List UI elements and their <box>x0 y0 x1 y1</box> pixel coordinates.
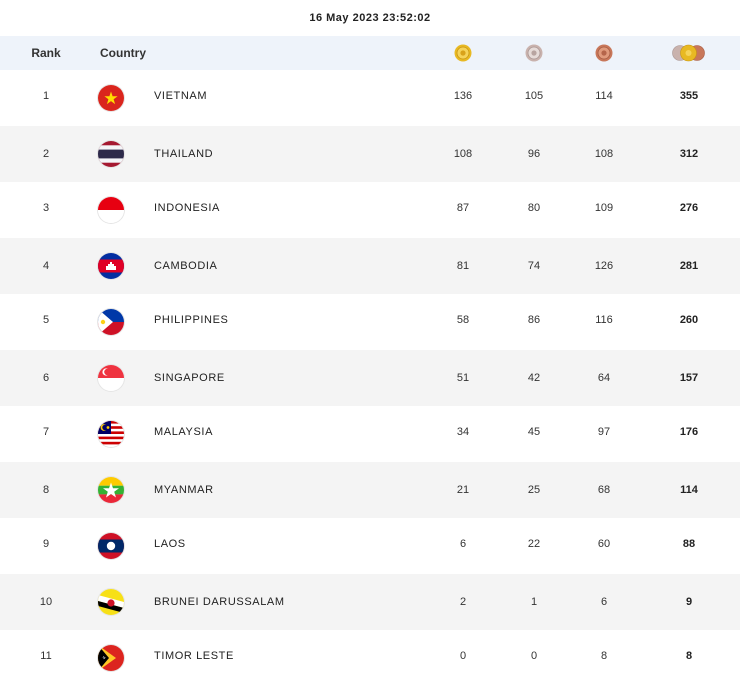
country-name[interactable]: SINGAPORE <box>154 372 225 384</box>
total-count: 312 <box>679 148 699 160</box>
medal-table-header: Rank Country <box>0 36 740 70</box>
table-row[interactable]: 10 BRUNEI DARUSSALAM 2 1 6 9 <box>0 574 740 630</box>
total-count: 157 <box>679 372 699 384</box>
table-row[interactable]: 9 LAOS 6 22 60 88 <box>0 518 740 574</box>
country-name[interactable]: THAILAND <box>154 148 214 160</box>
country-name[interactable]: CAMBODIA <box>154 260 218 272</box>
rank-cell: 7 <box>42 426 50 438</box>
silver-count: 86 <box>527 314 541 326</box>
total-count: 260 <box>679 314 699 326</box>
rank-cell: 9 <box>42 538 50 550</box>
gold-count: 136 <box>453 90 473 102</box>
gold-count: 108 <box>453 148 473 160</box>
country-name[interactable]: INDONESIA <box>154 202 220 214</box>
bronze-count: 6 <box>600 596 608 608</box>
silver-medal-icon[interactable] <box>525 44 543 62</box>
country-name[interactable]: LAOS <box>154 538 186 550</box>
rank-cell: 4 <box>42 260 50 272</box>
silver-count: 25 <box>527 484 541 496</box>
silver-count: 0 <box>530 650 538 662</box>
bronze-medal-icon[interactable] <box>595 44 613 62</box>
table-row[interactable]: 3 INDONESIA 87 80 109 276 <box>0 182 740 238</box>
timor-leste-flag-icon <box>98 645 124 671</box>
silver-count: 96 <box>527 148 541 160</box>
silver-count: 45 <box>527 426 541 438</box>
gold-medal-icon[interactable] <box>454 44 472 62</box>
bronze-count: 108 <box>594 148 614 160</box>
vietnam-flag-icon <box>98 85 124 111</box>
rank-cell: 2 <box>42 148 50 160</box>
cambodia-flag-icon <box>98 253 124 279</box>
total-count: 88 <box>682 538 696 550</box>
gold-count: 21 <box>456 484 470 496</box>
rank-cell: 5 <box>42 314 50 326</box>
country-name[interactable]: MYANMAR <box>154 484 214 496</box>
silver-count: 1 <box>530 596 538 608</box>
country-column-header[interactable]: Country <box>100 46 146 60</box>
gold-count: 87 <box>456 202 470 214</box>
country-name[interactable]: VIETNAM <box>154 90 208 102</box>
rank-cell: 1 <box>42 90 50 102</box>
philippines-flag-icon <box>98 309 124 335</box>
bronze-count: 8 <box>600 650 608 662</box>
rank-cell: 3 <box>42 202 50 214</box>
table-row[interactable]: 8 MYANMAR 21 25 68 114 <box>0 462 740 518</box>
gold-count: 6 <box>459 538 467 550</box>
silver-count: 105 <box>524 90 544 102</box>
last-updated-timestamp: 16 May 2023 23:52:02 <box>309 12 431 24</box>
total-count: 9 <box>685 596 693 608</box>
malaysia-flag-icon <box>98 421 124 447</box>
country-name[interactable]: BRUNEI DARUSSALAM <box>154 596 285 608</box>
table-row[interactable]: 6 SINGAPORE 51 42 64 157 <box>0 350 740 406</box>
total-count: 8 <box>685 650 693 662</box>
thailand-flag-icon <box>98 141 124 167</box>
table-row[interactable]: 4 CAMBODIA 81 74 126 281 <box>0 238 740 294</box>
country-name[interactable]: MALAYSIA <box>154 426 214 438</box>
rank-cell: 11 <box>40 650 52 662</box>
silver-count: 22 <box>527 538 541 550</box>
gold-count: 81 <box>456 260 470 272</box>
table-row[interactable]: 11 TIMOR LESTE 0 0 8 8 <box>0 630 740 686</box>
silver-count: 42 <box>527 372 541 384</box>
singapore-flag-icon <box>98 365 124 391</box>
gold-count: 2 <box>459 596 467 608</box>
indonesia-flag-icon <box>98 197 124 223</box>
total-count: 281 <box>679 260 699 272</box>
bronze-count: 68 <box>597 484 611 496</box>
bronze-count: 60 <box>597 538 611 550</box>
myanmar-flag-icon <box>98 477 124 503</box>
bronze-count: 126 <box>594 260 614 272</box>
gold-count: 0 <box>459 650 467 662</box>
bronze-count: 97 <box>597 426 611 438</box>
laos-flag-icon <box>98 533 124 559</box>
silver-count: 80 <box>527 202 541 214</box>
total-count: 355 <box>679 90 699 102</box>
country-name[interactable]: PHILIPPINES <box>154 314 229 326</box>
rank-cell: 8 <box>42 484 50 496</box>
bronze-count: 114 <box>595 90 613 102</box>
total-medals-icon[interactable] <box>672 44 706 62</box>
total-count: 114 <box>680 484 698 496</box>
rank-cell: 6 <box>42 372 50 384</box>
total-count: 276 <box>679 202 699 214</box>
rank-column-header[interactable]: Rank <box>31 46 61 60</box>
bronze-count: 109 <box>594 202 614 214</box>
table-row[interactable]: 5 PHILIPPINES 58 86 116 260 <box>0 294 740 350</box>
table-row[interactable]: 7 MALAYSIA 34 45 97 176 <box>0 406 740 462</box>
bronze-count: 64 <box>597 372 611 384</box>
table-row[interactable]: 1 VIETNAM 136 105 114 355 <box>0 70 740 126</box>
table-row[interactable]: 2 THAILAND 108 96 108 312 <box>0 126 740 182</box>
bronze-count: 116 <box>595 314 613 326</box>
silver-count: 74 <box>527 260 541 272</box>
brunei-flag-icon <box>98 589 124 615</box>
gold-count: 58 <box>456 314 470 326</box>
gold-count: 51 <box>456 372 470 384</box>
total-count: 176 <box>679 426 699 438</box>
country-name[interactable]: TIMOR LESTE <box>154 650 234 662</box>
medal-table-body: 1 VIETNAM 136 105 114 355 2 THAILAND 108… <box>0 70 740 686</box>
rank-cell: 10 <box>39 596 53 608</box>
gold-count: 34 <box>456 426 470 438</box>
